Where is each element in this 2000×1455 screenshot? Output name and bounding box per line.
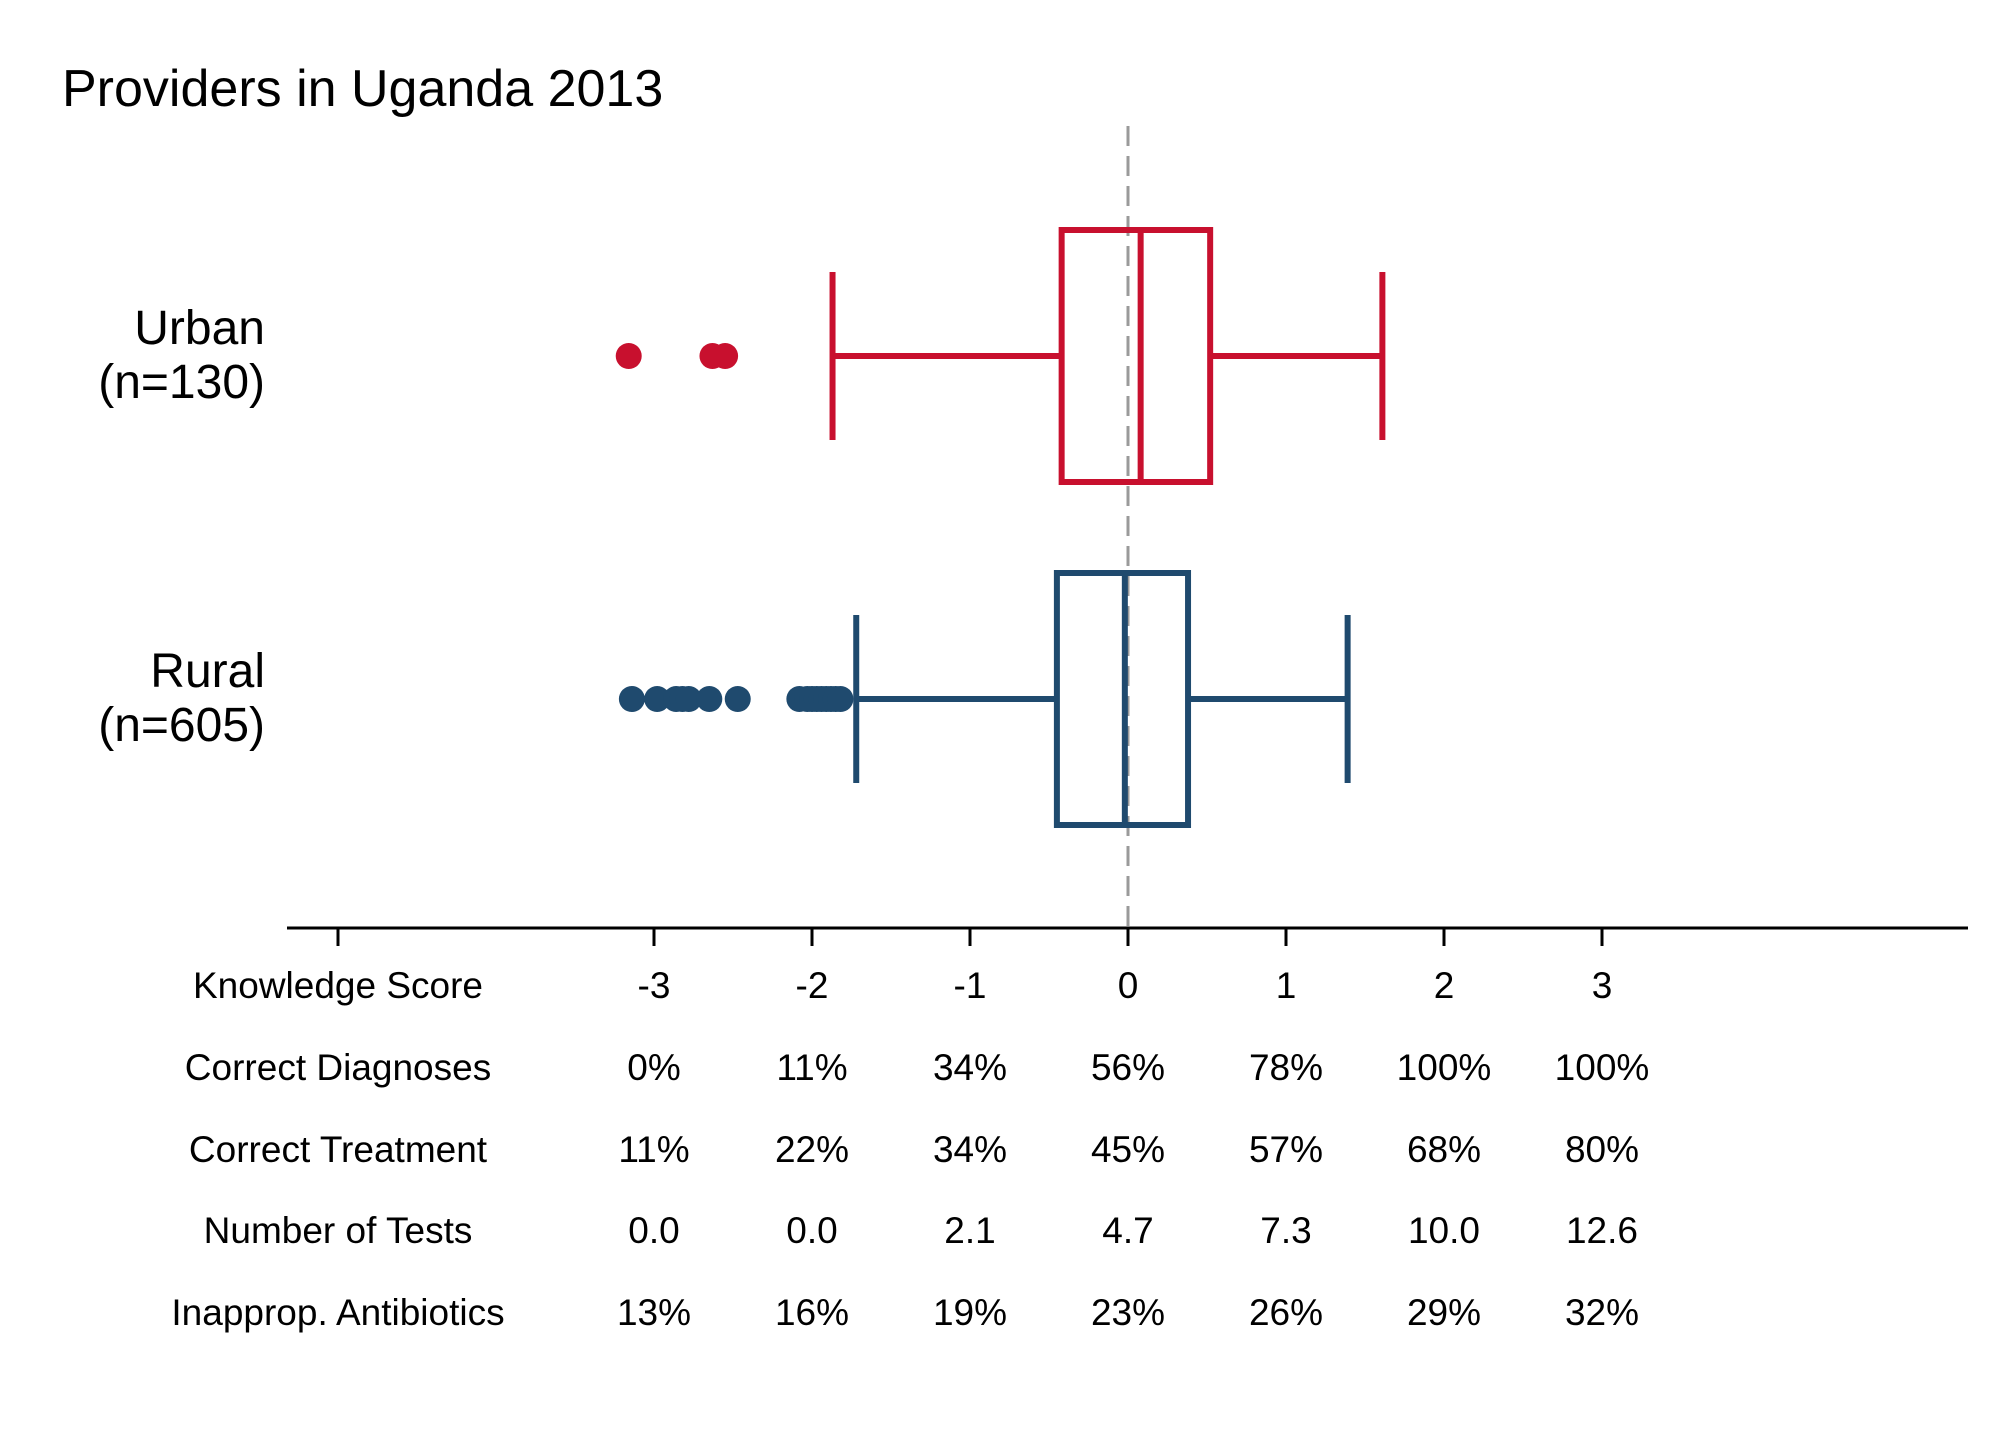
table-cell: 16% xyxy=(775,1292,849,1333)
table-cell: 78% xyxy=(1249,1047,1323,1088)
table-row-label: Correct Treatment xyxy=(189,1129,488,1170)
x-tick-label: -2 xyxy=(796,965,829,1006)
group-sample-size: (n=130) xyxy=(98,356,265,409)
table-cell: 7.3 xyxy=(1260,1210,1311,1251)
chart-title: Providers in Uganda 2013 xyxy=(62,60,663,118)
table-cell: 10.0 xyxy=(1408,1210,1480,1251)
group-label: Rural xyxy=(150,645,265,698)
table-row-label: Correct Diagnoses xyxy=(185,1047,491,1088)
outlier-point xyxy=(644,686,671,712)
plot-area: Urban(n=130) Rural(n=605) xyxy=(98,126,1968,946)
table-cell: 45% xyxy=(1091,1129,1165,1170)
x-tick-label: 2 xyxy=(1434,965,1455,1006)
table-cell: 57% xyxy=(1249,1129,1323,1170)
table-cell: 100% xyxy=(1397,1047,1492,1088)
table-cell: 0% xyxy=(627,1047,680,1088)
table-row-label: Knowledge Score xyxy=(193,965,483,1006)
table-cell: 34% xyxy=(933,1047,1007,1088)
table-cell: 11% xyxy=(618,1129,689,1170)
x-tick-label: -1 xyxy=(954,965,987,1006)
table-cell: 56% xyxy=(1091,1047,1165,1088)
x-tick-label: -3 xyxy=(638,965,671,1006)
box-group-rural: Rural(n=605) xyxy=(98,570,1351,828)
table-cell: 0.0 xyxy=(786,1210,837,1251)
table-cell: 32% xyxy=(1565,1292,1639,1333)
table-cell: 80% xyxy=(1565,1129,1639,1170)
table-cell: 34% xyxy=(933,1129,1007,1170)
table-cell: 100% xyxy=(1555,1047,1650,1088)
value-table: Knowledge Score -3 -2 -1 0 1 2 3 Correct Diagnos… xyxy=(171,965,1649,1333)
box-group-urban: Urban(n=130) xyxy=(98,227,1386,485)
table-cell: 19% xyxy=(933,1292,1007,1333)
table-row-label: Number of Tests xyxy=(204,1210,473,1251)
table-cell: 12.6 xyxy=(1566,1210,1638,1251)
x-tick-label: 3 xyxy=(1592,965,1613,1006)
table-cell: 68% xyxy=(1407,1129,1481,1170)
outlier-point xyxy=(827,686,854,712)
x-tick-label: 0 xyxy=(1118,965,1139,1006)
table-cell: 0.0 xyxy=(628,1210,679,1251)
table-cell: 22% xyxy=(775,1129,849,1170)
x-tick-label: 1 xyxy=(1276,965,1297,1006)
outlier-point xyxy=(699,343,726,369)
iqr-box xyxy=(1058,227,1214,485)
table-cell: 29% xyxy=(1407,1292,1481,1333)
table-cell: 26% xyxy=(1249,1292,1323,1333)
table-row-label: Inapprop. Antibiotics xyxy=(171,1292,504,1333)
outlier-point xyxy=(724,686,751,712)
outlier-point xyxy=(618,686,645,712)
outlier-point xyxy=(696,686,723,712)
group-label: Urban xyxy=(134,302,265,355)
table-cell: 4.7 xyxy=(1102,1210,1153,1251)
outlier-point xyxy=(675,686,702,712)
table-cell: 2.1 xyxy=(944,1210,995,1251)
table-cell: 23% xyxy=(1091,1292,1165,1333)
table-cell: 13% xyxy=(617,1292,691,1333)
group-sample-size: (n=605) xyxy=(98,699,265,752)
table-cell: 11% xyxy=(776,1047,847,1088)
outlier-point xyxy=(615,343,642,369)
